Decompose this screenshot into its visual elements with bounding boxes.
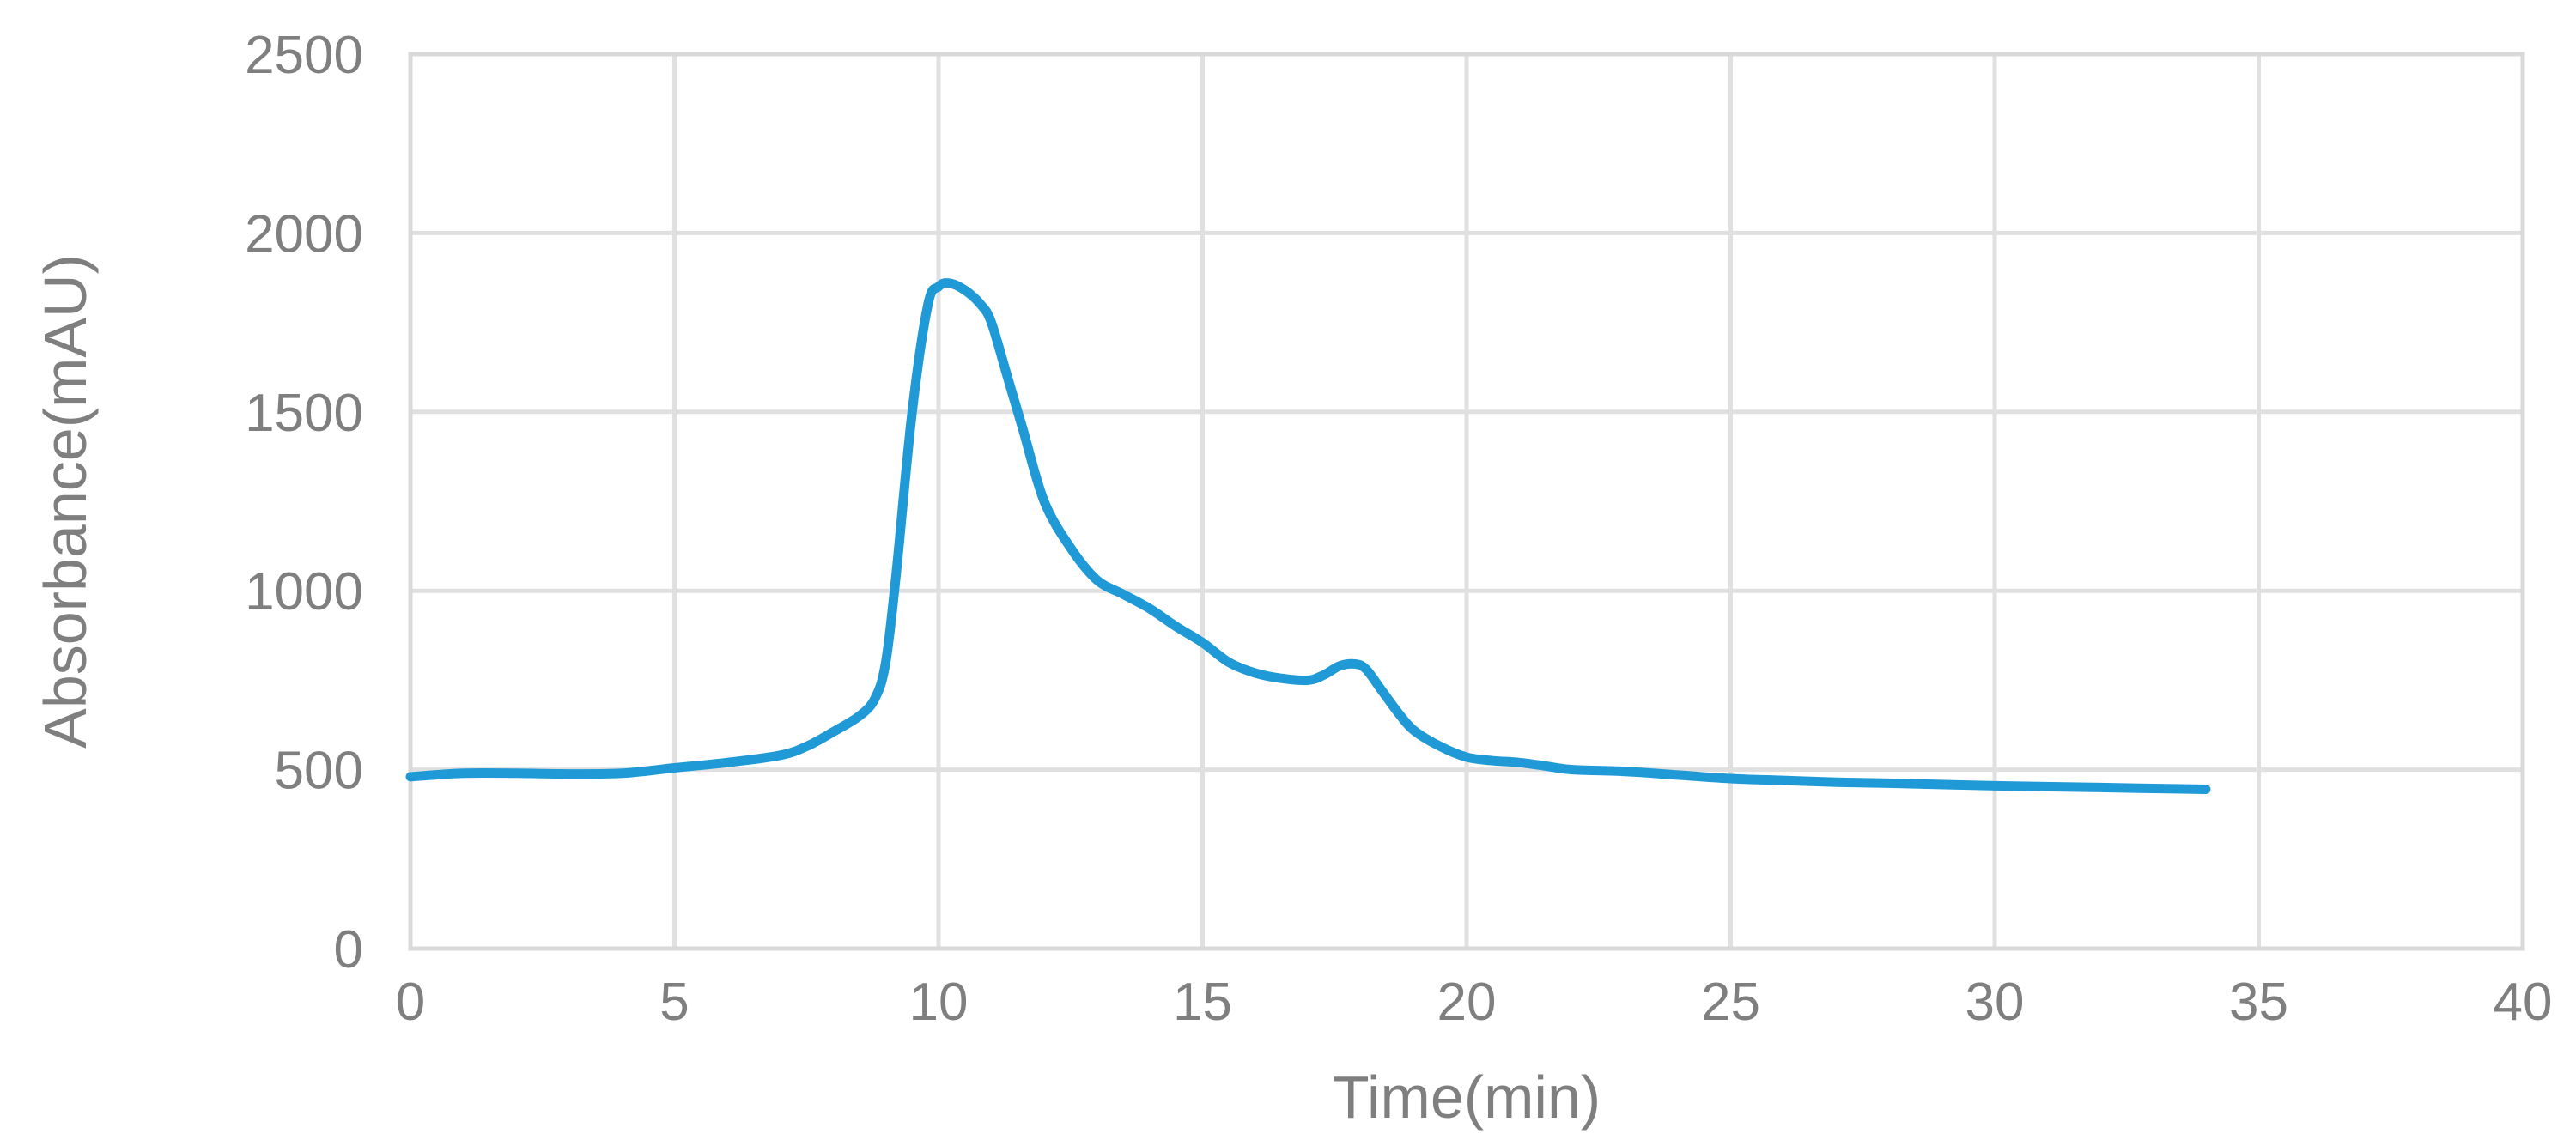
y-tick-label: 2500 xyxy=(245,26,363,85)
y-tick-label: 0 xyxy=(334,920,363,979)
y-tick-label: 1500 xyxy=(245,384,363,443)
x-tick-label: 40 xyxy=(2494,973,2553,1032)
y-tick-label: 2000 xyxy=(245,204,363,264)
y-axis-title: Absorbance(mAU) xyxy=(32,254,99,749)
plot-area-frame xyxy=(408,52,2525,951)
x-axis-title: Time(min) xyxy=(1333,1064,1601,1131)
series-line xyxy=(405,278,2211,794)
x-tick-label: 10 xyxy=(909,973,969,1032)
x-tick-label: 15 xyxy=(1173,973,1232,1032)
x-tick-label: 35 xyxy=(2229,973,2288,1032)
y-axis-tick-labels: 0 500 1000 1500 2000 2500 xyxy=(245,26,363,979)
x-axis-tick-labels: 0 5 10 15 20 25 30 35 40 xyxy=(396,973,2553,1032)
x-tick-label: 30 xyxy=(1965,973,2025,1032)
y-tick-label: 1000 xyxy=(245,562,363,622)
y-tick-label: 500 xyxy=(275,742,363,801)
x-tick-label: 20 xyxy=(1437,973,1497,1032)
x-tick-label: 5 xyxy=(659,973,689,1032)
x-tick-label: 0 xyxy=(396,973,425,1032)
grid-lines xyxy=(408,52,2525,951)
series-layer xyxy=(405,278,2211,794)
x-tick-label: 25 xyxy=(1701,973,1760,1032)
